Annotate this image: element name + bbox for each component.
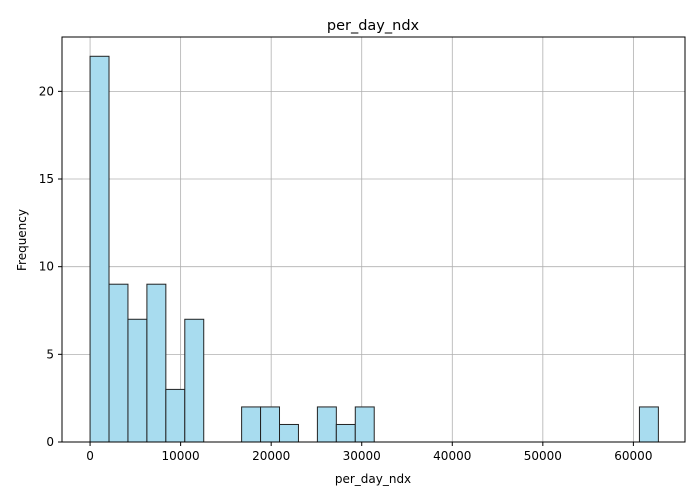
histogram-bar (146, 283, 167, 443)
plot-frame (61, 36, 686, 443)
y-tick-label: 10 (39, 260, 54, 274)
histogram-bar (354, 406, 375, 443)
x-tick-label: 20000 (252, 449, 290, 463)
x-tick-label: 10000 (162, 449, 200, 463)
chart-title: per_day_ndx (327, 18, 420, 34)
x-axis-ticks: 0 10000 20000 30000 40000 50000 60000 (86, 442, 652, 463)
x-tick-label: 30000 (343, 449, 381, 463)
x-axis-label: per_day_ndx (335, 472, 411, 486)
grid (62, 37, 685, 443)
y-tick-label: 20 (39, 84, 54, 98)
histogram-bar (241, 406, 262, 443)
y-tick-label: 15 (39, 172, 54, 186)
x-tick-label: 0 (86, 449, 94, 463)
histogram-bar (89, 55, 110, 443)
histogram-bar (184, 318, 205, 443)
y-axis-ticks: 0 5 10 15 20 (39, 84, 62, 449)
histogram-bar (127, 318, 148, 443)
histogram-bar (335, 423, 356, 443)
y-tick-label: 5 (46, 347, 54, 361)
histogram-bar (165, 388, 186, 443)
x-tick-label: 60000 (614, 449, 652, 463)
histogram-bar (316, 406, 337, 443)
y-tick-label: 0 (46, 435, 54, 449)
x-tick-label: 50000 (524, 449, 562, 463)
histogram-bar (260, 406, 281, 443)
y-axis-label: Frequency (15, 209, 29, 271)
x-tick-label: 40000 (433, 449, 471, 463)
histogram-bar (108, 283, 129, 443)
bars (89, 55, 659, 443)
histogram-bar (638, 406, 659, 443)
histogram-bar (279, 423, 299, 443)
